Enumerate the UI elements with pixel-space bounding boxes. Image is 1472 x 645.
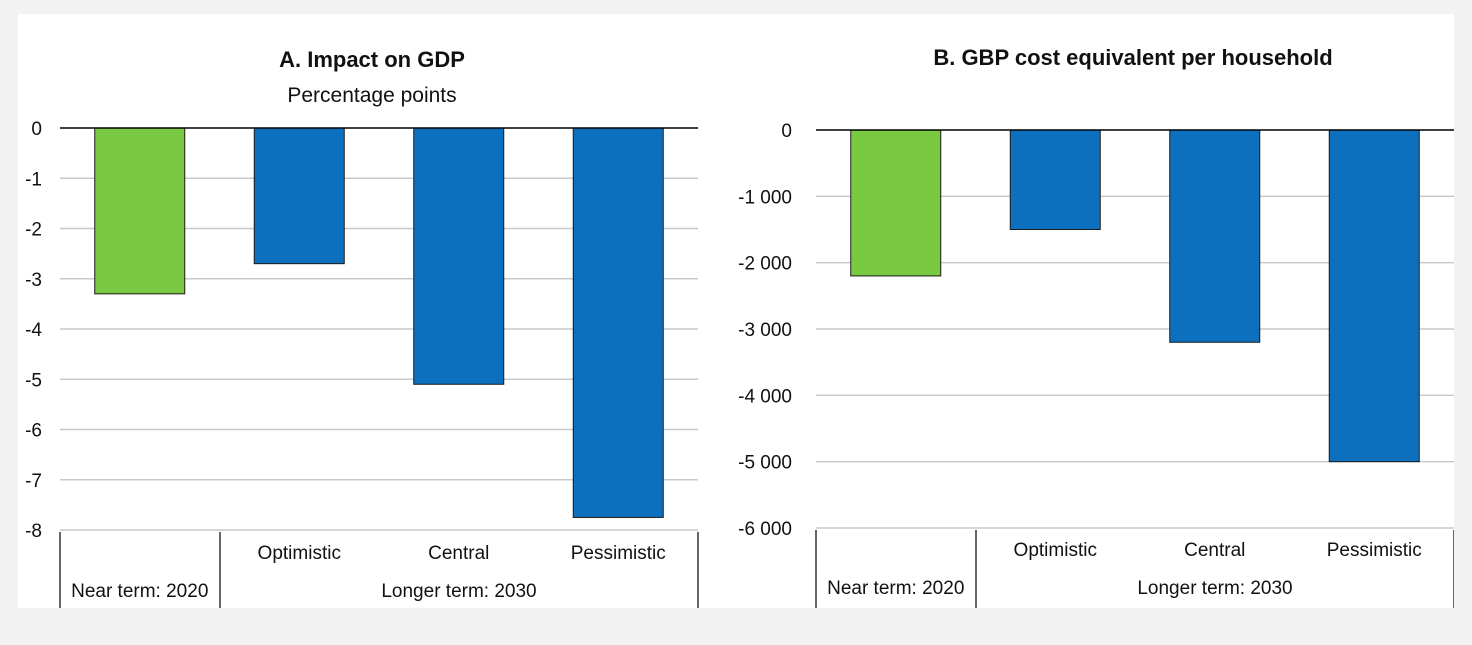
y-tick-label: -2 [25,220,42,241]
bar [253,127,345,265]
bar [1009,129,1101,230]
y-tick-label: 0 [781,121,792,142]
bar [413,127,505,385]
chart-title: A. Impact on GDP [279,47,465,72]
y-tick-label: -1 000 [738,187,792,208]
y-tick-label: -3 000 [738,320,792,341]
x-category-label: Near term: 2020 [71,581,208,602]
x-category-label: Optimistic [1014,540,1097,561]
chart-title: B. GBP cost equivalent per household [933,45,1332,70]
x-category-label: Central [428,543,489,564]
x-category-label: Central [1184,540,1245,561]
x-category-label: Pessimistic [571,543,666,564]
y-tick-label: -6 000 [738,519,792,540]
bar [572,127,664,518]
x-category-label: Optimistic [258,543,341,564]
x-group-label: Longer term: 2030 [381,581,536,602]
chart-subtitle: Percentage points [287,84,456,107]
bar [94,127,186,295]
y-tick-label: -3 [25,270,42,291]
chart-panel-a: A. Impact on GDP Percentage points 0 -1 -2 -3… [25,47,699,608]
x-category-label: Pessimistic [1327,540,1422,561]
chart-svg: A. Impact on GDP Percentage points 0 -1 -2 -3… [25,45,1454,608]
x-category-label: Near term: 2020 [827,578,964,599]
y-tick-label: -7 [25,471,42,492]
bar [1328,129,1420,463]
y-tick-label: -5 000 [738,453,792,474]
bar [850,129,942,277]
y-tick-label: -1 [25,169,42,190]
y-tick-label: -2 000 [738,254,792,275]
x-group-label: Longer term: 2030 [1137,578,1292,599]
figure-panel: A. Impact on GDP Percentage points 0 -1 -2 -3… [18,14,1454,608]
bar [1169,129,1261,343]
y-tick-label: -4 000 [738,386,792,407]
y-tick-label: -5 [25,370,42,391]
y-tick-label: -8 [25,521,42,542]
y-tick-label: -4 [25,320,42,341]
chart-panel-b: B. GBP cost equivalent per household 0 -1 … [738,45,1454,608]
y-tick-label: -6 [25,421,42,442]
y-tick-label: 0 [31,119,42,140]
